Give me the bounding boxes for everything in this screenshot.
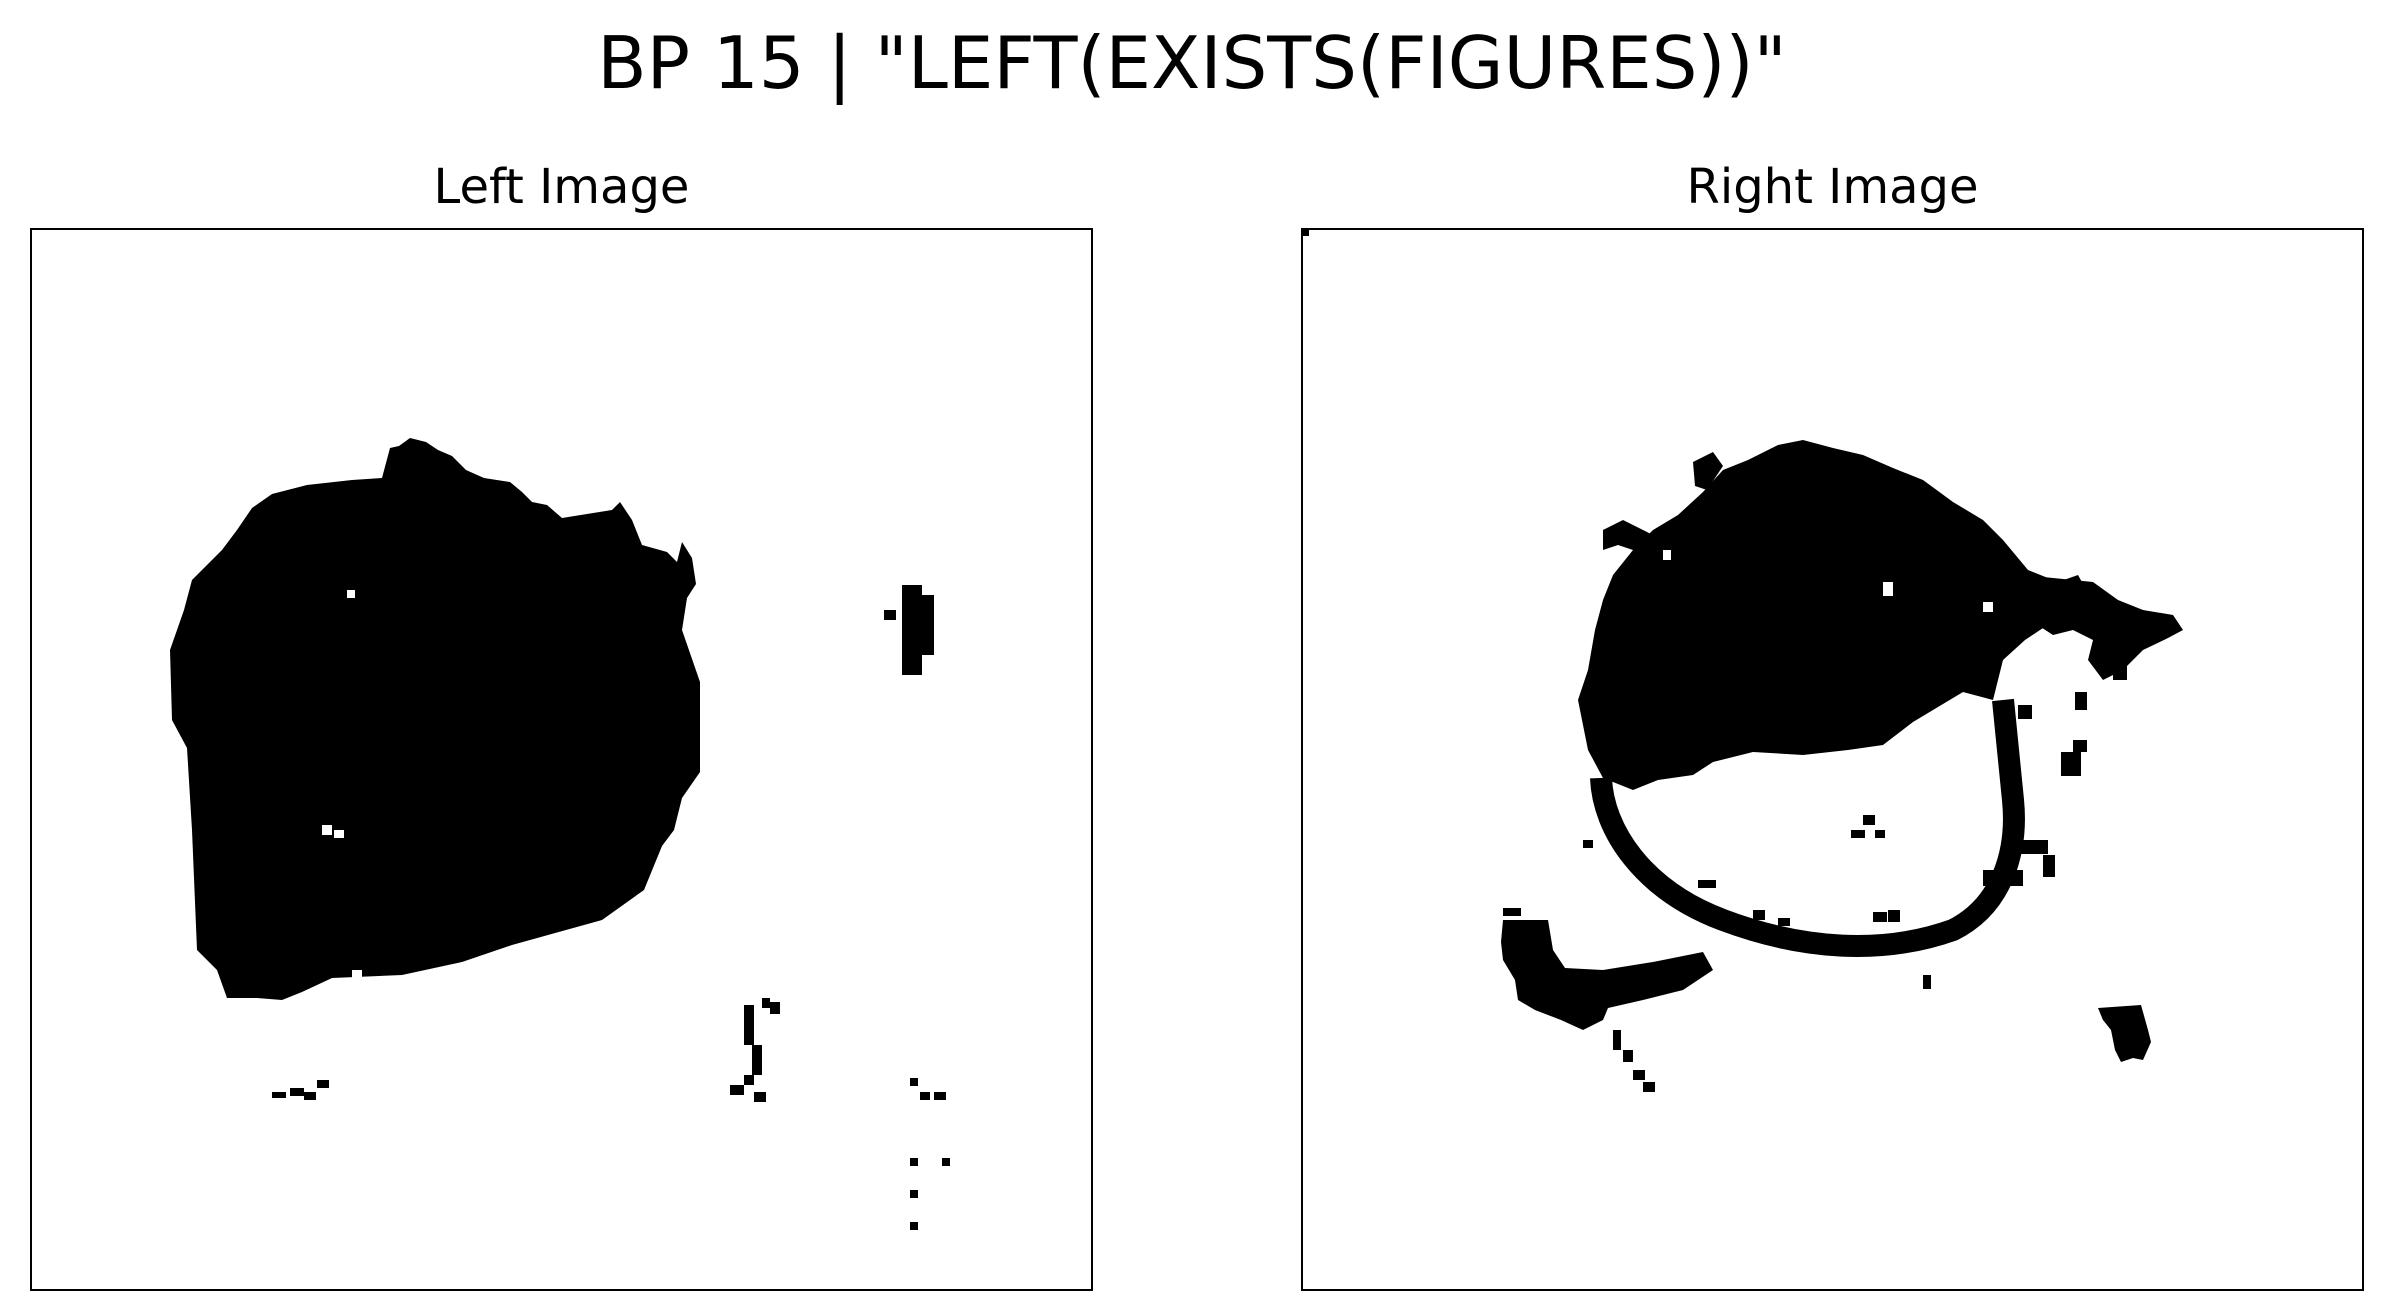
right-tail-fragment	[1503, 908, 1521, 916]
left-blob-fragment	[884, 610, 896, 620]
left-blob-figure	[170, 438, 700, 1000]
left-image-panel	[30, 228, 1093, 1291]
left-blob-hole	[334, 830, 344, 838]
left-speck	[910, 1078, 918, 1086]
right-head-fragment	[2023, 575, 2183, 680]
right-ring-fragment	[2043, 855, 2055, 877]
left-speck	[730, 1085, 744, 1095]
left-blob-fragment	[744, 1005, 754, 1045]
left-speck	[910, 1190, 918, 1198]
right-image-title: Right Image	[1686, 159, 1979, 215]
left-speck	[290, 1088, 304, 1096]
right-ring-fragment	[2018, 705, 2032, 719]
right-tail-fragment	[1633, 1070, 1645, 1080]
right-head-hole	[1983, 602, 1993, 612]
left-blob-fragment	[770, 1002, 780, 1014]
left-speck	[920, 1092, 930, 1100]
right-speck	[1753, 910, 1765, 920]
left-blob-fragment	[762, 998, 770, 1008]
left-speck	[910, 1222, 918, 1230]
left-speck	[304, 1092, 316, 1100]
right-speck	[1583, 840, 1593, 848]
right-head-figure	[1578, 440, 2093, 790]
right-speck	[1698, 880, 1716, 888]
right-ring-fragment	[1983, 870, 2023, 886]
right-speck	[1875, 830, 1885, 838]
left-speck	[910, 1158, 918, 1166]
right-ring-fragment	[2073, 740, 2087, 752]
right-head-fragment	[1693, 452, 1723, 490]
left-image-title: Left Image	[433, 159, 690, 215]
left-speck	[934, 1092, 946, 1100]
right-tail-figure	[1501, 920, 1713, 1030]
right-head-hole	[1663, 550, 1671, 560]
left-speck	[272, 1092, 286, 1098]
left-speck	[942, 1158, 950, 1166]
right-tail-fragment	[1643, 1082, 1655, 1092]
left-speck	[754, 1092, 766, 1102]
right-tail-fragment	[1623, 1050, 1633, 1062]
right-speck	[1923, 975, 1931, 989]
right-tail-fragment	[1613, 1030, 1621, 1050]
right-head-fragment	[2075, 692, 2087, 710]
left-blob-hole	[322, 825, 332, 835]
left-blob-hole	[352, 970, 362, 978]
figure-title: BP 15 | "LEFT(EXISTS(FIGURES))"	[597, 21, 1787, 105]
left-blob-fragment	[902, 585, 922, 675]
right-ring-fragment	[2061, 752, 2081, 776]
right-image-canvas	[1303, 230, 2183, 1092]
right-image-panel	[1301, 228, 2364, 1291]
right-speck	[1778, 918, 1790, 926]
right-speck	[1873, 912, 1887, 922]
left-speck	[317, 1080, 329, 1088]
right-speck	[1888, 910, 1900, 922]
right-speck	[1863, 815, 1875, 825]
left-image-canvas	[170, 438, 950, 1230]
right-ring-fragment	[2018, 840, 2048, 854]
left-blob-fragment	[922, 595, 934, 655]
left-blob-hole	[347, 590, 355, 598]
right-head-fragment	[1603, 520, 1663, 555]
right-small-blob	[2098, 1005, 2151, 1062]
right-head-fragment	[2113, 660, 2127, 680]
right-speck	[1303, 230, 1309, 236]
right-head-hole	[1883, 582, 1893, 596]
left-speck	[744, 1075, 754, 1085]
left-blob-fragment	[752, 1045, 762, 1075]
right-speck	[1851, 830, 1865, 838]
